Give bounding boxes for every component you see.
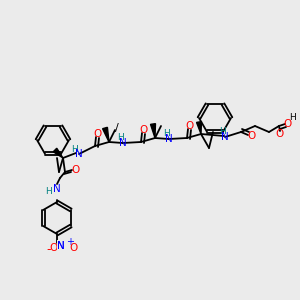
Text: N: N: [165, 134, 173, 144]
Text: -: -: [47, 244, 51, 256]
Text: N: N: [57, 241, 65, 251]
Text: O: O: [276, 129, 284, 139]
Polygon shape: [53, 148, 63, 158]
Text: N: N: [221, 132, 229, 142]
Text: N: N: [53, 184, 61, 194]
Text: H: H: [163, 130, 170, 139]
Text: H: H: [117, 134, 123, 142]
Text: O: O: [70, 243, 78, 253]
Text: N: N: [119, 138, 127, 148]
Text: O: O: [49, 243, 57, 253]
Polygon shape: [196, 122, 202, 134]
Text: O: O: [139, 125, 147, 135]
Text: O: O: [71, 165, 79, 175]
Text: O: O: [185, 121, 193, 131]
Text: H: H: [290, 113, 296, 122]
Text: /: /: [115, 123, 119, 133]
Text: H: H: [220, 128, 226, 136]
Text: N: N: [57, 241, 65, 251]
Polygon shape: [103, 127, 109, 142]
Text: H: H: [46, 187, 52, 196]
Text: O: O: [247, 131, 255, 141]
Text: +: +: [66, 237, 74, 247]
Text: H: H: [72, 146, 78, 154]
Polygon shape: [151, 124, 155, 138]
Text: O: O: [284, 119, 292, 129]
Text: N: N: [75, 149, 83, 159]
Text: O: O: [93, 129, 101, 139]
